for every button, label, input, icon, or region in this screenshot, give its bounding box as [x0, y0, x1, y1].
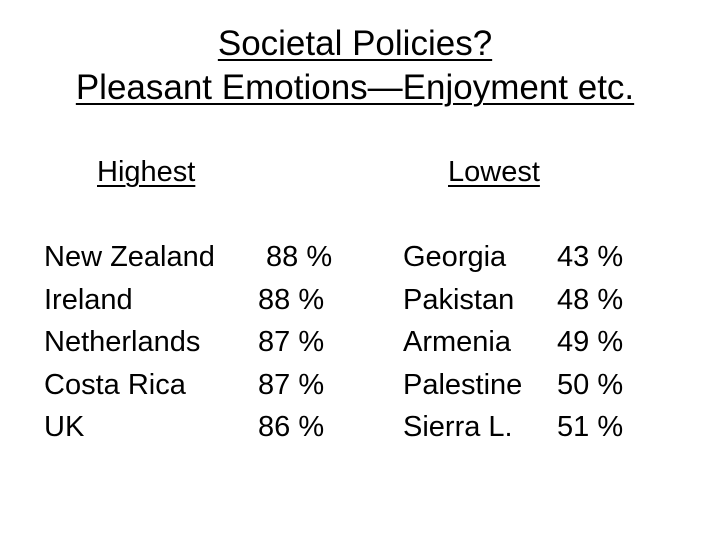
list-item: Costa Rica 87 % [44, 364, 324, 407]
highest-heading: Highest [97, 156, 196, 188]
title-line-2: Pleasant Emotions—Enjoyment etc. [75, 68, 635, 107]
country-name: Ireland [44, 283, 133, 316]
percentage-value: 88 % [266, 241, 333, 273]
country-name: UK [44, 411, 85, 443]
country-name: Armenia [403, 326, 511, 358]
list-item: Palestine 50 % [403, 364, 623, 407]
slide-title: Societal Policies? Pleasant Emotions—Enj… [0, 22, 710, 110]
lowest-heading: Lowest [448, 156, 540, 188]
highest-list: New Zealand 88 % Ireland 88 % Netherland… [44, 236, 332, 449]
country-name: New Zealand [44, 241, 215, 273]
list-item: Pakistan 48 % [403, 279, 623, 322]
percentage-value: 87 % [258, 368, 325, 401]
country-name: Georgia [403, 241, 507, 273]
country-name: Sierra L. [403, 411, 513, 443]
percentage-value: 86 % [258, 411, 325, 443]
list-item: Netherlands 87 % [44, 321, 324, 364]
list-item: Armenia 49 % [403, 321, 623, 364]
percentage-value: 49 % [557, 326, 624, 358]
list-item: Ireland 88 % [44, 279, 324, 322]
list-item: Georgia 43 % [403, 236, 623, 279]
country-name: Pakistan [403, 283, 515, 316]
list-item: Sierra L. 51 % [403, 406, 623, 449]
percentage-value: 88 % [258, 283, 325, 316]
title-line-1: Societal Policies? [217, 24, 493, 63]
country-name: Netherlands [44, 326, 201, 358]
list-item: UK 86 % [44, 406, 324, 449]
country-name: Costa Rica [44, 368, 186, 401]
percentage-value: 50 % [557, 368, 624, 401]
list-item: New Zealand 88 % [44, 236, 332, 279]
percentage-value: 87 % [258, 326, 325, 358]
lowest-list: Georgia 43 % Pakistan 48 % Armenia 49 % … [403, 236, 623, 449]
percentage-value: 43 % [557, 241, 624, 273]
percentage-value: 51 % [557, 411, 624, 443]
percentage-value: 48 % [557, 283, 624, 316]
country-name: Palestine [403, 368, 523, 401]
